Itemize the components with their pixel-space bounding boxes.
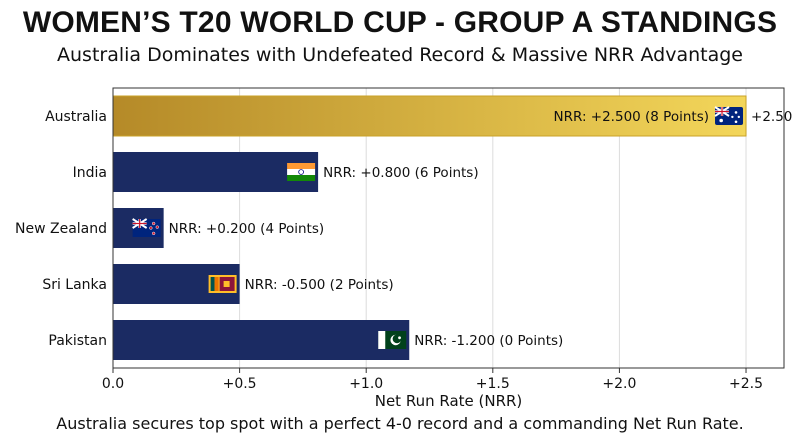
australia-flag-icon <box>714 106 744 125</box>
bar-value-label: NRR: +2.500 (8 Points) <box>554 109 710 125</box>
chart-subtitle: Australia Dominates with Undefeated Reco… <box>57 44 743 66</box>
bar-end-annotation: +2.50 <box>751 109 792 125</box>
x-tick-label: +2.5 <box>729 376 763 392</box>
bar-value-label: NRR: +0.200 (4 Points) <box>169 221 325 237</box>
x-tick-label: +1.5 <box>476 376 510 392</box>
category-label: Australia <box>45 109 107 125</box>
bar-pakistan <box>113 320 410 360</box>
india-flag-icon <box>287 163 316 181</box>
category-label: New Zealand <box>15 221 107 237</box>
x-tick-label: +0.5 <box>223 376 257 392</box>
category-label: Sri Lanka <box>42 277 107 293</box>
new-zealand-flag-icon <box>132 218 161 237</box>
x-axis-title: Net Run Rate (NRR) <box>375 392 523 410</box>
category-label: Pakistan <box>48 333 107 349</box>
x-tick-label: +2.0 <box>602 376 636 392</box>
category-label: India <box>73 165 107 181</box>
sri-lanka-flag-icon <box>208 275 237 293</box>
x-tick-label: 0.0 <box>102 376 124 392</box>
bar-value-label: NRR: +0.800 (6 Points) <box>323 165 479 181</box>
chart-title: WOMEN’S T20 WORLD CUP - GROUP A STANDING… <box>22 6 778 39</box>
chart-footer: Australia secures top spot with a perfec… <box>56 414 744 433</box>
bar-india <box>113 152 319 192</box>
bar-value-label: NRR: -0.500 (2 Points) <box>245 277 394 293</box>
pakistan-flag-icon <box>378 331 407 349</box>
x-tick-label: +1.0 <box>349 376 383 392</box>
bar-value-label: NRR: -1.200 (0 Points) <box>414 333 563 349</box>
plot-frame <box>112 87 785 369</box>
